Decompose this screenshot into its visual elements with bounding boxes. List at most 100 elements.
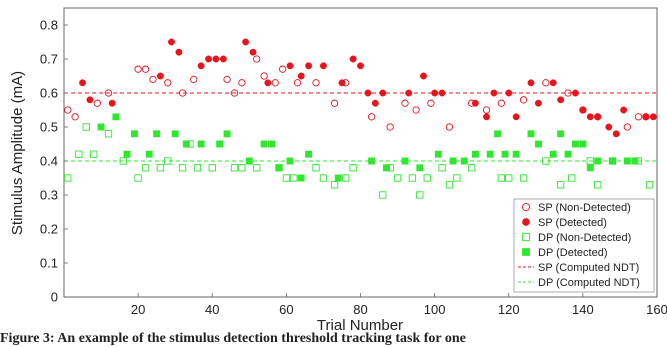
data-point (342, 174, 350, 182)
data-point (612, 130, 620, 138)
data-point (379, 89, 387, 97)
data-point (471, 150, 479, 158)
data-point (156, 164, 165, 172)
data-point (557, 96, 565, 104)
data-point (453, 174, 461, 182)
data-point (156, 72, 164, 80)
data-point (420, 72, 427, 80)
data-point (368, 157, 376, 165)
data-point (431, 89, 439, 97)
data-points (64, 38, 657, 199)
data-point (642, 113, 650, 121)
data-point (445, 123, 454, 131)
legend-label: SP (Detected) (538, 217, 607, 229)
data-point (164, 157, 172, 165)
data-point (238, 164, 246, 172)
legend-marker (522, 248, 530, 256)
data-point (175, 48, 183, 56)
data-point (134, 65, 142, 73)
data-point (75, 150, 83, 158)
data-point (572, 89, 579, 97)
data-point (305, 150, 313, 158)
data-point (512, 113, 520, 121)
data-point (445, 181, 454, 189)
data-point (178, 164, 187, 172)
data-point (71, 113, 79, 121)
data-point (568, 174, 576, 182)
figure-caption: Figure 3: An example of the stimulus det… (0, 331, 466, 346)
data-point (497, 99, 505, 107)
y-tick-label: 0.1 (40, 256, 58, 271)
data-point (208, 164, 216, 172)
data-point (482, 106, 491, 114)
x-tick-label: 120 (498, 302, 520, 317)
data-point (594, 113, 602, 121)
data-point (542, 157, 550, 165)
data-point (93, 99, 102, 107)
y-tick-label: 0.2 (40, 222, 58, 237)
data-point (497, 174, 505, 182)
scatter-chart: 20 40 60 80 100 120 140 160 0 0.1 0.2 0.3 0.4 0.5 0.6 0… (9, 7, 667, 334)
data-point (104, 130, 113, 138)
data-point (190, 75, 198, 84)
data-point (534, 140, 542, 148)
data-point (305, 62, 313, 70)
data-point (549, 79, 557, 87)
data-point (197, 62, 205, 70)
data-point (460, 157, 468, 165)
data-point (279, 65, 287, 73)
data-point (349, 55, 357, 63)
data-point (564, 150, 572, 158)
data-point (334, 174, 342, 182)
data-point (197, 140, 205, 148)
y-axis-title: Stimulus Amplitude (mA) (9, 71, 26, 235)
data-point (371, 99, 379, 107)
data-point (97, 123, 105, 131)
data-point (253, 164, 261, 172)
data-point (393, 174, 402, 182)
data-point (216, 140, 224, 148)
data-point (264, 79, 272, 87)
data-point (230, 89, 239, 97)
data-point (297, 72, 305, 80)
legend-marker (521, 232, 531, 242)
data-point (145, 150, 153, 158)
data-point (212, 55, 220, 63)
legend-label: SP (Computed NDT) (538, 262, 639, 274)
data-point (572, 140, 579, 148)
data-point (405, 89, 413, 97)
data-point (416, 191, 424, 199)
data-point (579, 106, 587, 114)
data-point (293, 79, 302, 87)
data-point (349, 164, 357, 172)
y-tick-label: 0.7 (40, 52, 58, 67)
data-point (564, 89, 572, 97)
legend-label: SP (Non-Detected) (538, 202, 631, 214)
data-point (275, 164, 283, 172)
data-point (367, 113, 376, 121)
data-point (123, 150, 131, 158)
data-point (357, 62, 364, 70)
data-point (645, 181, 654, 189)
data-point (312, 164, 320, 172)
data-point (434, 150, 442, 158)
data-point (286, 157, 294, 165)
data-point (519, 174, 528, 182)
data-point (104, 89, 113, 97)
x-tick-label: 80 (353, 302, 367, 317)
data-point (609, 157, 616, 165)
data-point (634, 113, 643, 121)
data-point (108, 99, 116, 107)
legend-label: DP (Non-Detected) (538, 232, 631, 244)
data-point (89, 150, 98, 158)
data-point (512, 150, 520, 158)
data-point (527, 130, 535, 138)
data-point (271, 79, 279, 87)
data-point (219, 55, 227, 63)
data-point (449, 157, 457, 165)
data-point (242, 38, 250, 46)
x-tick-label: 20 (131, 302, 145, 317)
y-tick-label: 0.4 (40, 154, 58, 169)
data-point (490, 89, 498, 97)
y-tick-label: 0.8 (40, 18, 58, 33)
